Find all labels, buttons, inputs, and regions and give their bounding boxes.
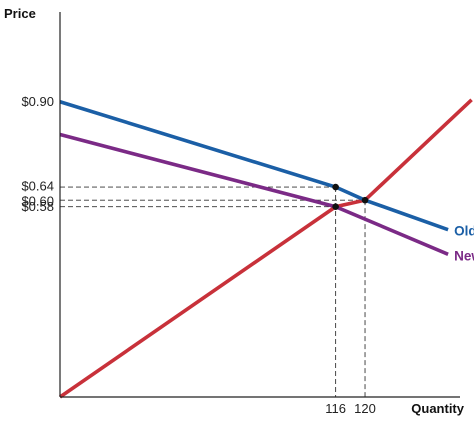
y-tick-0-90: $0.90 (21, 94, 54, 109)
series-line-old-demand (59, 100, 449, 232)
y-tick-0-64: $0.64 (21, 179, 54, 194)
equilibrium-point-3 (332, 183, 339, 191)
series-label-old-demand: Old demand (454, 224, 474, 239)
equilibrium-point-1 (361, 196, 369, 204)
axes (59, 12, 460, 398)
y-tick-labels: $0.90 $0.64$0.60$0.58 (21, 94, 54, 214)
y-axis-title: Price (4, 6, 36, 21)
y-tick-0-60: $0.60 (21, 194, 54, 209)
series-lines (58, 98, 473, 399)
x-tick-labels: 116 120 (325, 401, 376, 416)
equilibrium-point-2 (332, 203, 339, 211)
series-line-new-demand (59, 132, 449, 256)
x-axis-title: Quantity (411, 401, 464, 416)
x-tick-120: 120 (354, 401, 376, 416)
series-line-supply (58, 98, 473, 399)
y-tick-0-58: $0.58 (21, 199, 54, 214)
series-labels: SupplyOld demandNew demand (454, 224, 474, 264)
equilibrium-points (332, 183, 369, 211)
x-tick-116: 116 (325, 401, 346, 416)
series-label-new-demand: New demand (454, 248, 474, 263)
guide-lines (60, 186, 366, 397)
